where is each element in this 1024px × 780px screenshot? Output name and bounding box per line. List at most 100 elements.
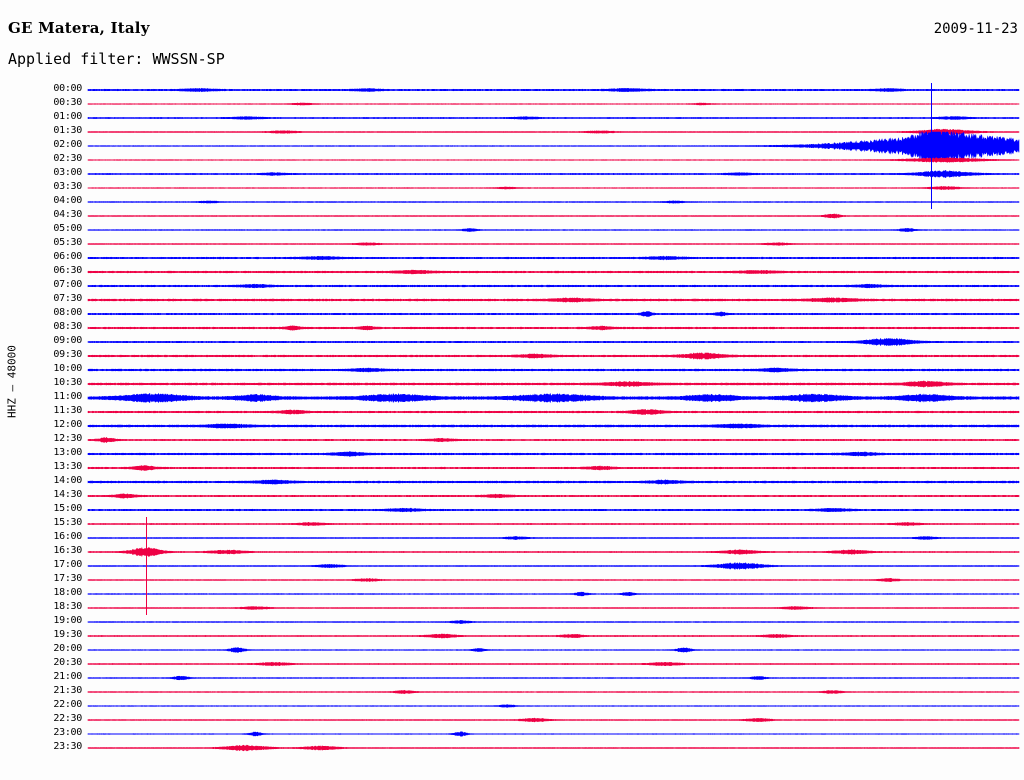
trace-row: 09:00 [0, 335, 1024, 349]
trace-waveform [87, 731, 1020, 737]
trace-waveform [87, 102, 1020, 106]
trace-row: 10:30 [0, 377, 1024, 391]
trace-waveform [87, 546, 1020, 558]
trace-time-label: 15:30 [53, 517, 82, 528]
trace-waveform [87, 536, 1020, 540]
trace-waveform [87, 227, 1020, 233]
trace-time-label: 03:30 [53, 181, 82, 192]
trace-waveform [87, 337, 1020, 347]
trace-time-label: 11:30 [53, 405, 82, 416]
trace-waveform [87, 479, 1020, 485]
trace-row: 19:30 [0, 629, 1024, 643]
trace-time-label: 18:00 [53, 587, 82, 598]
trace-waveform [87, 367, 1020, 373]
trace-row: 11:30 [0, 405, 1024, 419]
trace-time-label: 21:00 [53, 671, 82, 682]
trace-row: 04:00 [0, 195, 1024, 209]
trace-waveform [87, 689, 1020, 695]
trace-time-label: 04:30 [53, 209, 82, 220]
trace-waveform [87, 704, 1020, 708]
trace-waveform [87, 242, 1020, 246]
trace-waveform [87, 185, 1020, 191]
trace-row: 21:30 [0, 685, 1024, 699]
trace-time-label: 12:00 [53, 419, 82, 430]
trace-row: 18:00 [0, 587, 1024, 601]
trace-row: 14:30 [0, 489, 1024, 503]
trace-time-label: 10:30 [53, 377, 82, 388]
trace-time-label: 00:00 [53, 83, 82, 94]
trace-waveform [87, 606, 1020, 610]
trace-time-label: 15:00 [53, 503, 82, 514]
trace-row: 00:00 [0, 83, 1024, 97]
trace-row: 13:30 [0, 461, 1024, 475]
trace-waveform [87, 464, 1020, 472]
trace-waveform [87, 213, 1020, 219]
trace-waveform [87, 116, 1020, 120]
trace-time-label: 23:30 [53, 741, 82, 752]
trace-waveform [87, 436, 1020, 444]
trace-row: 01:30 [0, 125, 1024, 139]
trace-time-label: 19:00 [53, 615, 82, 626]
trace-time-label: 22:00 [53, 699, 82, 710]
trace-row: 03:00 [0, 167, 1024, 181]
trace-waveform [87, 409, 1020, 415]
trace-time-label: 16:00 [53, 531, 82, 542]
trace-time-label: 05:00 [53, 223, 82, 234]
trace-row: 22:30 [0, 713, 1024, 727]
trace-waveform [87, 744, 1020, 752]
trace-row: 07:30 [0, 293, 1024, 307]
trace-waveform [87, 633, 1020, 639]
teleseism-marker-top [930, 83, 932, 209]
trace-row: 05:00 [0, 223, 1024, 237]
trace-row: 21:00 [0, 671, 1024, 685]
trace-row: 05:30 [0, 237, 1024, 251]
trace-waveform [87, 423, 1020, 429]
trace-row: 01:00 [0, 111, 1024, 125]
trace-time-label: 23:00 [53, 727, 82, 738]
trace-row: 06:30 [0, 265, 1024, 279]
trace-time-label: 09:30 [53, 349, 82, 360]
trace-time-label: 17:30 [53, 573, 82, 584]
trace-row: 23:30 [0, 741, 1024, 755]
trace-row: 08:30 [0, 321, 1024, 335]
trace-time-label: 20:00 [53, 643, 82, 654]
trace-row: 22:00 [0, 699, 1024, 713]
trace-waveform [87, 620, 1020, 624]
trace-waveform [87, 451, 1020, 457]
trace-waveform [87, 283, 1020, 289]
trace-row: 14:00 [0, 475, 1024, 489]
trace-row: 11:00 [0, 391, 1024, 405]
trace-waveform [87, 392, 1020, 404]
trace-time-label: 20:30 [53, 657, 82, 668]
applied-filter-label: Applied filter: WWSSN-SP [8, 50, 225, 68]
trace-row: 15:00 [0, 503, 1024, 517]
trace-waveform [87, 577, 1020, 583]
trace-row: 17:30 [0, 573, 1024, 587]
trace-waveform [87, 170, 1020, 178]
trace-waveform [87, 200, 1020, 204]
trace-row: 04:30 [0, 209, 1024, 223]
trace-waveform [87, 297, 1020, 303]
trace-time-label: 12:30 [53, 433, 82, 444]
trace-row: 07:00 [0, 279, 1024, 293]
trace-time-label: 07:00 [53, 279, 82, 290]
trace-waveform [87, 255, 1020, 261]
date-label: 2009-11-23 [933, 21, 1018, 37]
trace-time-label: 02:30 [53, 153, 82, 164]
trace-row: 15:30 [0, 517, 1024, 531]
trace-time-label: 03:00 [53, 167, 82, 178]
trace-waveform [87, 717, 1020, 723]
trace-row: 12:30 [0, 433, 1024, 447]
trace-row: 09:30 [0, 349, 1024, 363]
trace-row: 16:30 [0, 545, 1024, 559]
trace-row: 16:00 [0, 531, 1024, 545]
trace-time-label: 05:30 [53, 237, 82, 248]
trace-time-label: 13:30 [53, 461, 82, 472]
trace-time-label: 06:30 [53, 265, 82, 276]
trace-time-label: 08:00 [53, 307, 82, 318]
trace-time-label: 17:00 [53, 559, 82, 570]
trace-time-label: 00:30 [53, 97, 82, 108]
trace-time-label: 10:00 [53, 363, 82, 374]
trace-time-label: 02:00 [53, 139, 82, 150]
trace-row: 00:30 [0, 97, 1024, 111]
